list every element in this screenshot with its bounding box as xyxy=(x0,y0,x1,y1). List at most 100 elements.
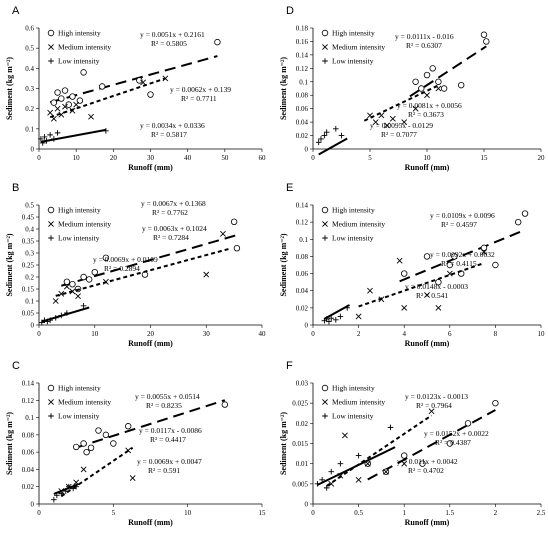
y-tick-label: 0.6 xyxy=(25,25,34,33)
point-1-1-2 xyxy=(378,112,385,119)
point-3-0-3 xyxy=(446,261,453,269)
x-tick-label: 15 xyxy=(259,509,267,517)
point-3-1-5 xyxy=(424,292,430,298)
point-4-1-4 xyxy=(125,447,132,454)
point-2-0-4 xyxy=(85,276,93,283)
x-axis-label: Runoff (mm) xyxy=(405,339,450,348)
point-2-2-0 xyxy=(38,319,45,326)
equation-label: y = 0.0067x + 0.1368 xyxy=(141,199,206,208)
point-3-1-2 xyxy=(378,296,385,303)
point-0-0-4 xyxy=(65,101,72,108)
r-squared-label: R² = 0.4417 xyxy=(150,435,186,444)
point-5-1-5 xyxy=(383,468,389,475)
r-squared-label: R² = 0.4702 xyxy=(408,466,444,475)
point-5-2-1 xyxy=(319,477,325,483)
y-axis-label: Sediment (kg m⁻²) xyxy=(5,57,14,120)
equation-label: y = 0.0069x + 0.0047 xyxy=(137,457,202,466)
point-4-2-2 xyxy=(58,490,65,497)
point-2-legend-2 xyxy=(48,235,54,241)
point-5-legend-2 xyxy=(322,413,328,419)
point-0-1-2 xyxy=(54,105,61,112)
x-tick-label: 15 xyxy=(481,154,489,162)
trend-line xyxy=(409,45,487,98)
equation-label: y = 0.0051x + 0.2161 xyxy=(140,30,205,39)
y-tick-label: 0.02 xyxy=(296,304,309,312)
point-0-2-0 xyxy=(38,136,44,142)
x-tick-label: 0 xyxy=(37,509,41,517)
r-squared-label: R² = 0.7964 xyxy=(416,401,452,410)
trend-line xyxy=(399,228,526,283)
trend-line xyxy=(49,55,218,104)
x-tick-label: 2 xyxy=(357,330,361,338)
y-tick-label: 0.08 xyxy=(22,431,35,439)
y-axis-label: Sediment (kg m⁻²) xyxy=(279,233,288,296)
point-4-legend-1 xyxy=(48,399,54,405)
y-tick-label: 0.1 xyxy=(299,78,308,86)
x-tick-label: 5 xyxy=(368,154,372,162)
y-tick-label: 0.015 xyxy=(292,440,308,448)
y-tick-label: 0.04 xyxy=(22,466,35,474)
point-4-0-6 xyxy=(110,440,117,447)
legend-entry: High intensity xyxy=(58,29,101,38)
point-2-2-1 xyxy=(41,317,48,323)
point-2-0-6 xyxy=(102,254,110,261)
legend-entry: Medium intensity xyxy=(332,43,385,52)
y-axis-label: Sediment (kg m⁻²) xyxy=(5,233,14,296)
x-tick-label: 0 xyxy=(311,330,315,338)
x-axis-label: Runoff (mm) xyxy=(128,163,173,172)
r-squared-label: R² = 0.3673 xyxy=(408,110,444,119)
point-5-2-6 xyxy=(387,424,394,431)
y-tick-label: 0 xyxy=(31,146,35,154)
point-1-2-0 xyxy=(315,139,322,146)
point-2-legend-0 xyxy=(47,206,55,214)
r-squared-label: R² = 0.4387 xyxy=(435,438,471,447)
point-1-0-6 xyxy=(458,81,465,89)
point-0-0-8 xyxy=(98,83,106,90)
y-tick-label: 0.16 xyxy=(296,38,309,46)
point-3-1-3 xyxy=(396,257,403,264)
trend-line xyxy=(55,248,229,297)
y-tick-label: 0.2 xyxy=(25,105,34,113)
r-squared-label: R² = 0.7284 xyxy=(153,233,189,242)
x-tick-label: 40 xyxy=(259,330,267,338)
point-3-0-8 xyxy=(515,218,522,226)
point-2-2-5 xyxy=(58,312,65,319)
x-axis-label: Runoff (mm) xyxy=(128,339,173,348)
point-2-2-6 xyxy=(64,310,70,316)
point-5-legend-1 xyxy=(322,399,328,405)
point-2-0-5 xyxy=(91,269,98,276)
legend-entry: Low intensity xyxy=(332,57,374,66)
point-2-2-4 xyxy=(52,315,59,321)
y-tick-label: 0.14 xyxy=(296,51,309,59)
point-3-1-0 xyxy=(355,313,362,320)
legend-entry: High intensity xyxy=(332,29,375,38)
trend-line xyxy=(367,409,496,481)
x-tick-label: 60 xyxy=(259,154,267,162)
point-4-legend-0 xyxy=(47,384,55,392)
panel-letter: A xyxy=(12,5,20,17)
equation-label: y = 0.0152x + 0.0022 xyxy=(424,429,489,438)
y-axis-label: Sediment (kg m⁻²) xyxy=(5,412,14,475)
point-0-0-0 xyxy=(50,99,58,106)
point-0-1-1 xyxy=(50,115,57,122)
point-2-0-3 xyxy=(80,273,87,281)
trend-line xyxy=(326,414,433,487)
x-tick-label: 6 xyxy=(448,330,452,338)
equation-label: y = 0.0111x - 0.016 xyxy=(395,32,454,41)
y-tick-label: 0.2 xyxy=(25,274,34,282)
point-2-1-5 xyxy=(102,278,109,285)
point-1-0-3 xyxy=(429,65,436,72)
panel-a: 0 0.1 0.2 0.3 0.4 0.5 0.6 0 10 20 30 40 50 60 Runoff (… xyxy=(5,5,266,172)
point-1-0-1 xyxy=(418,85,425,92)
point-0-0-5 xyxy=(69,93,76,100)
x-tick-label: 5 xyxy=(112,509,116,517)
point-0-2-6 xyxy=(54,130,61,136)
y-tick-label: 0 xyxy=(31,322,35,330)
legend-entry: Medium intensity xyxy=(332,398,385,407)
